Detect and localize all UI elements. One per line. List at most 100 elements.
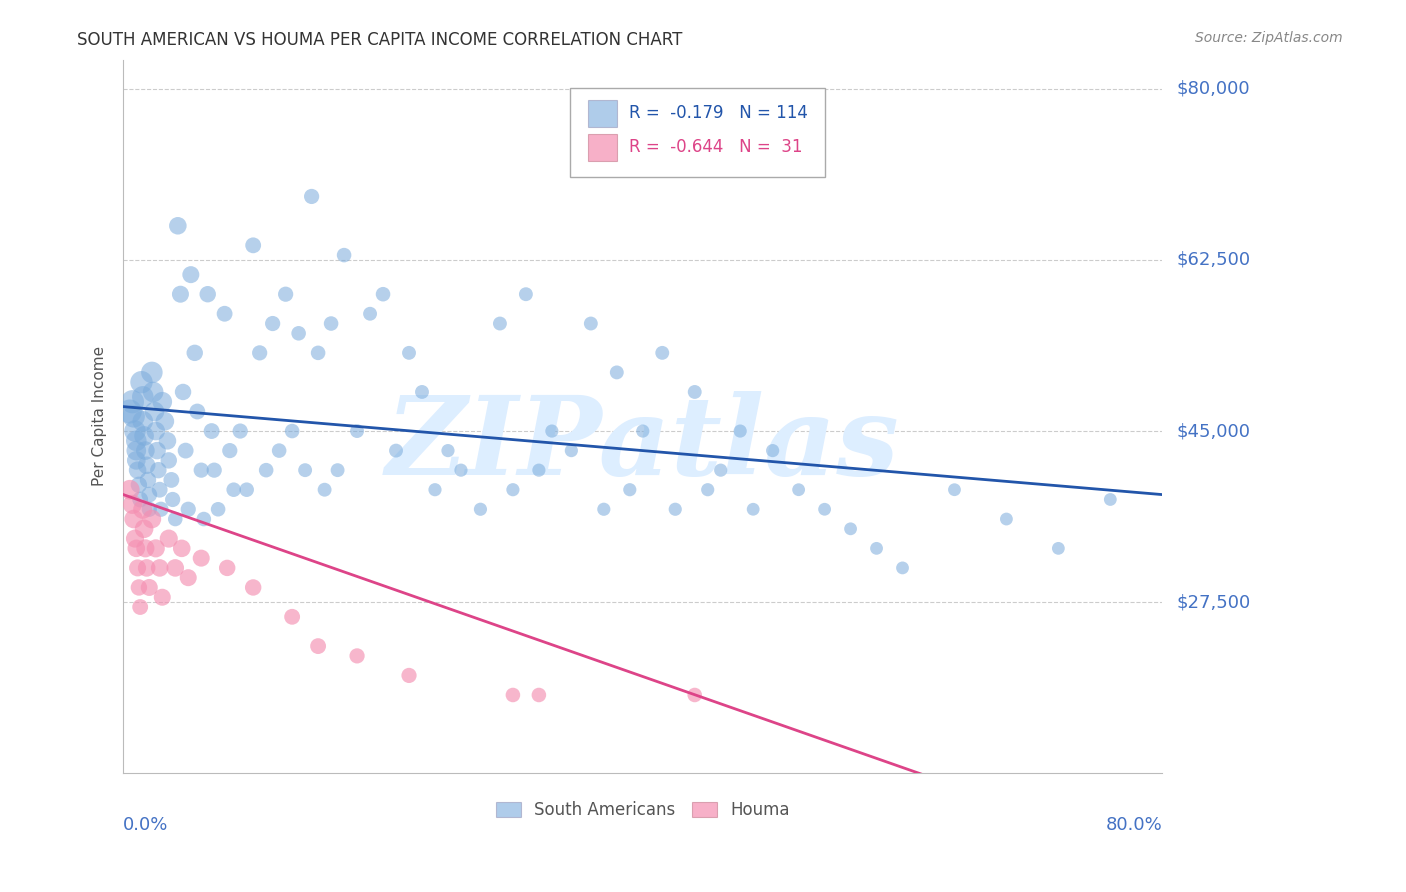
Point	[121, 394, 143, 409]
Point	[125, 453, 148, 467]
Point	[190, 551, 212, 566]
Point	[148, 463, 170, 477]
Point	[651, 346, 673, 360]
Point	[281, 424, 304, 438]
Point	[218, 443, 240, 458]
Point	[177, 571, 200, 585]
Text: ZIPatlas: ZIPatlas	[385, 392, 900, 499]
Point	[229, 424, 252, 438]
Point	[122, 409, 145, 424]
Point	[294, 463, 316, 477]
Text: R =  -0.179   N = 114: R = -0.179 N = 114	[630, 104, 808, 122]
Point	[149, 483, 172, 497]
Point	[142, 384, 165, 399]
Point	[1047, 541, 1070, 556]
Point	[162, 492, 184, 507]
Point	[274, 287, 297, 301]
Point	[125, 541, 148, 556]
FancyBboxPatch shape	[569, 88, 824, 178]
Point	[136, 473, 159, 487]
Point	[132, 414, 155, 428]
Point	[606, 365, 628, 379]
Point	[314, 483, 336, 497]
Point	[207, 502, 229, 516]
Point	[165, 561, 187, 575]
Point	[254, 463, 277, 477]
Point	[762, 443, 785, 458]
Point	[560, 443, 582, 458]
Text: $62,500: $62,500	[1177, 251, 1250, 269]
Point	[385, 443, 408, 458]
Point	[156, 434, 179, 448]
Point	[619, 483, 641, 497]
Point	[138, 581, 160, 595]
Point	[169, 287, 191, 301]
Point	[710, 463, 733, 477]
Text: R =  -0.644   N =  31: R = -0.644 N = 31	[630, 138, 803, 156]
Point	[787, 483, 810, 497]
Point	[146, 443, 169, 458]
Point	[995, 512, 1018, 526]
Point	[865, 541, 887, 556]
Point	[222, 483, 245, 497]
Y-axis label: Per Capita Income: Per Capita Income	[93, 346, 107, 486]
Point	[839, 522, 862, 536]
Point	[172, 384, 194, 399]
Point	[134, 443, 156, 458]
Point	[891, 561, 914, 575]
Point	[121, 497, 143, 511]
Point	[177, 502, 200, 516]
Point	[217, 561, 239, 575]
Point	[683, 384, 706, 399]
Point	[135, 458, 157, 473]
Point	[157, 453, 180, 467]
Point	[132, 502, 155, 516]
Text: Source: ZipAtlas.com: Source: ZipAtlas.com	[1195, 31, 1343, 45]
Point	[134, 541, 156, 556]
Point	[132, 522, 155, 536]
Point	[131, 375, 153, 389]
Point	[664, 502, 686, 516]
Point	[502, 483, 524, 497]
Point	[202, 463, 225, 477]
Point	[197, 287, 219, 301]
Point	[346, 424, 368, 438]
Point	[129, 600, 152, 615]
Point	[450, 463, 472, 477]
Point	[541, 424, 564, 438]
Point	[201, 424, 224, 438]
Point	[742, 502, 765, 516]
Point	[346, 648, 368, 663]
Point	[489, 317, 512, 331]
Point	[269, 443, 291, 458]
Point	[141, 512, 163, 526]
Point	[174, 443, 197, 458]
Point	[631, 424, 654, 438]
Point	[398, 346, 420, 360]
Text: $27,500: $27,500	[1177, 593, 1250, 611]
Point	[124, 532, 146, 546]
Point	[127, 561, 149, 575]
Point	[149, 561, 172, 575]
Point	[333, 248, 356, 262]
Point	[122, 512, 145, 526]
Point	[307, 639, 329, 653]
Point	[150, 394, 173, 409]
Point	[193, 512, 215, 526]
Point	[170, 541, 193, 556]
Point	[149, 502, 172, 516]
Text: 0.0%: 0.0%	[124, 816, 169, 834]
Bar	[588, 134, 617, 161]
Point	[160, 473, 183, 487]
Point	[135, 561, 157, 575]
Point	[242, 581, 264, 595]
Point	[183, 346, 205, 360]
Text: $45,000: $45,000	[1177, 422, 1250, 440]
Point	[128, 581, 150, 595]
Point	[214, 307, 236, 321]
Point	[1099, 492, 1122, 507]
Point	[166, 219, 188, 233]
Point	[190, 463, 212, 477]
Point	[150, 591, 173, 605]
Point	[813, 502, 835, 516]
